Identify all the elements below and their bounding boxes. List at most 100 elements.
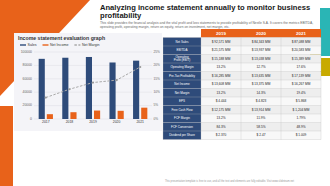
bar [47, 114, 53, 119]
table-label-cell [163, 131, 201, 140]
subtitle: This slide provides the financial analys… [100, 21, 313, 29]
table-header: 2019 [216, 31, 226, 36]
table-label-cell [163, 106, 201, 115]
table-row-label: Dividend per Share [169, 133, 195, 137]
table-rule [163, 37, 321, 38]
table-header: 2020 [256, 31, 266, 36]
table-cell [241, 38, 281, 47]
marker [139, 66, 141, 68]
table-value: $ 20,583 MM [292, 48, 311, 52]
y2-tick-label: 25% [154, 50, 161, 54]
table-rule [163, 80, 321, 81]
table-row-label: OperatingProfit (EBIT) [174, 55, 191, 62]
table-rule [281, 38, 282, 140]
table-cell [201, 114, 241, 123]
table-cell [201, 55, 241, 64]
table-rule [163, 71, 321, 72]
table-row-label: Free Cash Flow [171, 108, 193, 112]
y2-tick-label: 10% [154, 90, 161, 94]
table-label-cell [163, 89, 201, 98]
table-value: $ 12,175 MM [212, 108, 231, 112]
table-value: $ 92,571 MM [212, 40, 231, 44]
table-header-cell [281, 29, 321, 38]
table-cell [281, 55, 321, 64]
table-rule [163, 54, 321, 55]
marker [68, 88, 70, 90]
table-rule [163, 46, 321, 47]
table-label-cell [163, 80, 201, 89]
legend-swatch [43, 44, 49, 45]
table-row-label: FCF Conversion [171, 125, 193, 129]
table-cell [241, 80, 281, 89]
y2-tick-label: 0% [154, 117, 159, 121]
legend-label: Sales [28, 43, 37, 47]
table-row-label: Pre-Tax Profitability [169, 74, 195, 78]
table-cell [201, 38, 241, 47]
y-tick-label: 0 [30, 117, 32, 121]
bar [109, 62, 115, 119]
table-value: $ 84,343 MM [252, 40, 271, 44]
table-cell [241, 106, 281, 115]
table-value: 13.2% [216, 116, 225, 120]
bar [62, 58, 68, 119]
table-value: $ 1,204 MM [293, 108, 310, 112]
line [46, 67, 140, 98]
bar [94, 111, 100, 119]
table-value: 12.7% [256, 65, 265, 69]
table-cell [201, 97, 241, 106]
table-value: $ 87,088 MM [292, 40, 311, 44]
legend-swatch [20, 44, 26, 45]
chart-title: Income statement evaluation graph [18, 35, 105, 41]
table-cell [281, 63, 321, 72]
y-tick-label: 100000 [21, 50, 32, 54]
table-cell [201, 131, 241, 140]
table-rule [241, 38, 242, 140]
table-cell [241, 97, 281, 106]
table-value: 11.9% [257, 116, 266, 120]
table-cell [281, 123, 321, 132]
bar [118, 111, 124, 119]
table-cell [201, 72, 241, 81]
table-cell [241, 72, 281, 81]
table-row-label: FCF Margin [174, 116, 190, 120]
x-tick-label: 2018 [66, 120, 74, 124]
y-tick-label: 20000 [23, 103, 33, 107]
table-value: $ 13,937 MM [252, 48, 271, 52]
marker [45, 96, 47, 98]
table-value: $ 13,038 MM [252, 57, 271, 61]
table-rule [163, 88, 321, 89]
x-tick-label: 2021 [136, 120, 144, 124]
table-value: 14.3% [256, 91, 265, 95]
accent-gold [320, 58, 330, 76]
table-cell [281, 38, 321, 47]
table-value: 17.6% [296, 65, 305, 69]
table-value: $ 15,389 MM [292, 57, 311, 61]
x-tick-label: 2019 [89, 120, 97, 124]
table-row-label: Operating Margin [170, 65, 194, 69]
marker [116, 79, 118, 81]
table-header-cell [241, 29, 281, 38]
table-cell [281, 106, 321, 115]
table-value: $ 13,914 MM [252, 108, 271, 112]
y2-tick-label: 15% [154, 77, 161, 81]
table-cell [281, 97, 321, 106]
table-rule [163, 105, 321, 106]
y-tick-label: 40000 [23, 90, 33, 94]
table-label-cell [163, 123, 201, 132]
table-value: 48.9% [296, 125, 305, 129]
footer: This presentation template is free to us… [165, 179, 294, 183]
table-value: 58.5% [256, 125, 265, 129]
y2-tick-label: 5% [154, 103, 159, 107]
table-value: $ 16,267 MM [292, 82, 311, 86]
table-label-cell [163, 97, 201, 106]
table-label-cell [163, 114, 201, 123]
table-rule [163, 63, 321, 64]
marker [92, 81, 94, 83]
table-cell [241, 63, 281, 72]
table-value: $ 21,575 MM [212, 48, 231, 52]
x-tick-label: 2020 [113, 120, 121, 124]
table-value: $ 15,188 MM [212, 57, 231, 61]
accent-bar [0, 106, 13, 186]
table-row-label: Net Sales [175, 40, 189, 44]
table-rule [163, 97, 321, 98]
